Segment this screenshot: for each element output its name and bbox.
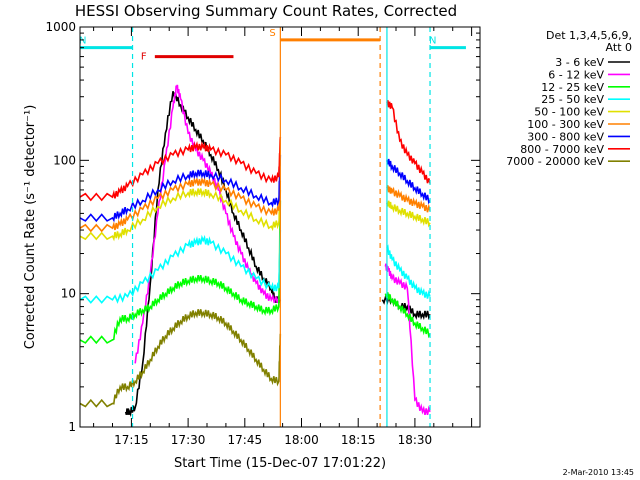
legend-label-6: 300 - 800 keV bbox=[527, 130, 604, 143]
series-line-100-300-kev bbox=[79, 176, 431, 233]
flag-label-f-3: F bbox=[141, 52, 147, 63]
series-layer bbox=[79, 84, 431, 418]
legend-label-0: 3 - 6 keV bbox=[555, 56, 604, 69]
series-line-25-50-kev bbox=[79, 230, 431, 304]
legend-label-1: 6 - 12 keV bbox=[548, 68, 604, 81]
series-line-50-100-kev bbox=[79, 188, 431, 242]
x-tick-label-1730: 17:30 bbox=[171, 433, 206, 447]
x-tick-label-1830: 18:30 bbox=[398, 433, 433, 447]
legend-header-line-0: Det 1,3,4,5,6,9, bbox=[546, 29, 632, 42]
x-tick-label-1715: 17:15 bbox=[114, 433, 149, 447]
series-line-800-7000-kev bbox=[79, 99, 431, 202]
legend-label-7: 800 - 7000 keV bbox=[520, 143, 604, 156]
chart-title: HESSI Observing Summary Count Rates, Cor… bbox=[75, 2, 457, 20]
legend-label-5: 100 - 300 keV bbox=[527, 118, 604, 131]
y-tick-label-1: 1 bbox=[68, 420, 76, 434]
legend-header-line-1: Att 0 bbox=[606, 41, 632, 54]
series-line-300-800-kev bbox=[79, 154, 431, 223]
x-tick-label-1800: 18:00 bbox=[284, 433, 319, 447]
x-axis-label: Start Time (15-Dec-07 17:01:22) bbox=[174, 456, 386, 471]
marker-layer bbox=[131, 27, 431, 427]
y-tick-label-1000: 1000 bbox=[45, 20, 76, 34]
flag-label-n-1: N bbox=[429, 36, 436, 47]
series-line-6-12-kev bbox=[134, 84, 431, 415]
flag-label-s-2: S bbox=[269, 28, 275, 39]
plot-frame bbox=[79, 26, 481, 428]
x-tick-label-1815: 18:15 bbox=[341, 433, 376, 447]
y-tick-label-10: 10 bbox=[61, 287, 76, 301]
footer-date: 2-Mar-2010 13:45 bbox=[563, 468, 634, 477]
series-line-7000-20000-kev bbox=[79, 309, 282, 408]
y-axis-label: Corrected Count Rate (s⁻¹ detector⁻¹) bbox=[23, 105, 38, 350]
flag-layer: N N S F bbox=[79, 28, 466, 63]
legend-label-2: 12 - 25 keV bbox=[541, 81, 604, 94]
x-tick-label-1745: 17:45 bbox=[228, 433, 263, 447]
legend-label-8: 7000 - 20000 keV bbox=[506, 155, 604, 168]
series-line-12-25-kev bbox=[79, 200, 431, 345]
flag-label-n-0: N bbox=[79, 36, 86, 47]
legend-label-4: 50 - 100 keV bbox=[534, 106, 604, 119]
axis-layer: 1 10 100 1000 17:15 17:30 17:45 18:00 18:15 18:30 bbox=[45, 20, 480, 447]
legend-label-3: 25 - 50 keV bbox=[541, 93, 604, 106]
y-tick-label-100: 100 bbox=[53, 153, 76, 167]
